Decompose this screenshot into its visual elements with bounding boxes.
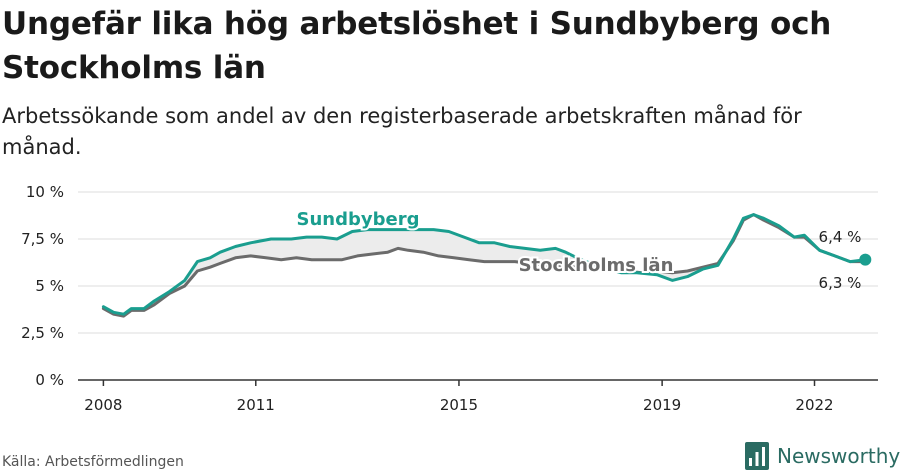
brand-logo[interactable]: Newsworthy [745, 441, 900, 471]
y-tick-label: 10 % [26, 183, 64, 201]
y-tick-label: 2,5 % [21, 324, 64, 342]
series-label-sundbyberg: Sundbyberg [297, 209, 420, 230]
y-tick-label: 7,5 % [21, 230, 64, 248]
chart-subtitle: Arbetssökande som andel av den registerb… [2, 104, 802, 159]
end-value-label-sundbyberg: 6,4 % [819, 228, 862, 246]
x-tick-label: 2015 [440, 396, 478, 414]
series-label-stockholms-lan: Stockholms län [519, 255, 674, 276]
end-point-sundbyberg [859, 253, 872, 266]
gridlines [78, 191, 878, 334]
y-axis-labels: 0 % 2,5 % 5 % 7,5 % 10 % [21, 183, 64, 389]
x-tick-label: 2008 [84, 396, 122, 414]
brand-name: Newsworthy [777, 444, 900, 468]
y-tick-label: 5 % [35, 277, 64, 295]
source-note: Källa: Arbetsförmedlingen [2, 454, 184, 470]
series-line-stockholms-lan [101, 213, 867, 318]
page-title: Ungefär lika hög arbetslöshet i Sundbybe… [2, 6, 832, 86]
end-value-label-stockholms-lan: 6,3 % [819, 274, 862, 292]
newsworthy-icon [745, 442, 769, 470]
x-tick-label: 2022 [795, 396, 833, 414]
series-line-sundbyberg [101, 213, 867, 316]
x-tick-label: 2011 [237, 396, 275, 414]
x-axis: 2008 2011 2015 2019 2022 [78, 379, 878, 414]
y-tick-label: 0 % [35, 371, 64, 389]
x-tick-label: 2019 [643, 396, 681, 414]
